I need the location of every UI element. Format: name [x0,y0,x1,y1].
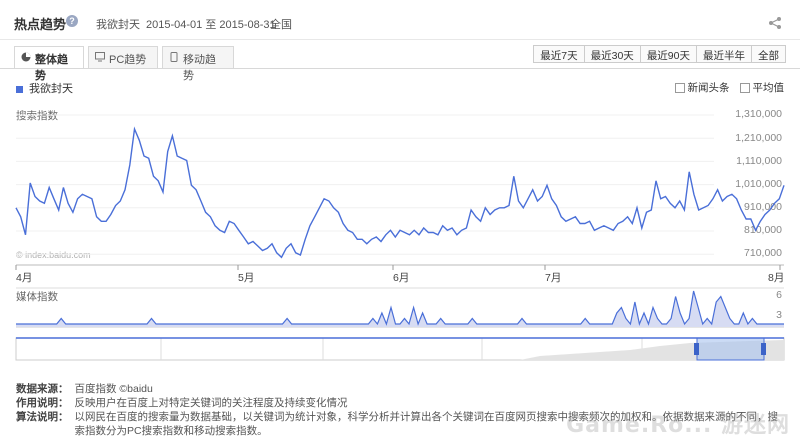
note-key: 数据来源： [16,383,69,395]
news-headline-checkbox[interactable]: 新闻头条 [674,80,730,95]
monitor-icon [95,52,105,62]
help-icon[interactable]: ? [66,15,78,27]
header-bar: 热点趋势 ? 我欲封天 2015-04-01 至 2015-08-31 全国 [0,0,800,40]
pie-chart-icon [21,52,31,62]
checkbox-label: 平均值 [752,82,785,94]
note-key: 作用说明： [16,397,69,409]
tab-label: 整体趋势 [35,54,68,82]
page-title: 热点趋势 [14,17,67,32]
overview-right-handle [761,343,766,355]
note-key: 算法说明： [16,411,69,423]
media-index-area [16,291,784,327]
y-tick-label: 1,310,000 [735,108,782,120]
tab-label: PC趋势 [109,54,147,66]
chart-options: 新闻头条 平均值 [674,80,785,95]
tab-pc[interactable]: PC趋势 [88,46,158,68]
tab-divider [0,68,800,69]
y-tick-label: 910,000 [744,201,782,213]
x-tick-label: 7月 [545,272,562,284]
note-row: 作用说明： 反映用户在百度上对特定关键词的关注程度及持续变化情况 [16,396,786,410]
chart-watermark: © index.baidu.com [16,250,91,260]
note-value: 以网民在百度的搜索量为数据基础，以关键词为统计对象，科学分析并计算出各个关键词在… [74,411,779,437]
notes-section: 数据来源： 百度指数 ©baidu 作用说明： 反映用户在百度上对特定关键词的关注程… [16,382,786,438]
tab-mobile[interactable]: 移动趋势 [162,46,234,82]
overview-left-handle [694,343,699,355]
y-tick-label: 1,110,000 [736,155,782,167]
site-watermark: Game.Ro... 游迷网 [566,413,790,438]
overview-selection-window [696,337,765,361]
media-y-tick-label: 6 [776,289,782,301]
region-label: 全国 [270,19,292,31]
range-selector: 最近7天 最近30天 最近90天 最近半年 全部 [533,45,786,63]
range-half-year-button[interactable]: 最近半年 [696,45,752,63]
media-y-tick-label: 3 [776,309,782,321]
range-90d-button[interactable]: 最近90天 [639,45,697,63]
range-30d-button[interactable]: 最近30天 [583,45,641,63]
x-tick-label: 8月 [768,272,785,284]
chart-legend[interactable]: 我欲封天 [16,80,73,96]
trend-chart[interactable] [0,0,800,380]
legend-series-name: 我欲封天 [29,83,73,95]
search-index-axis-label: 搜索指数 [16,110,58,122]
note-row: 算法说明： 以网民在百度的搜索量为数据基础，以关键词为统计对象，科学分析并计算出各… [16,410,786,438]
tab-label: 移动趋势 [183,54,216,82]
y-tick-label: 1,010,000 [735,178,782,190]
tab-overall[interactable]: 整体趋势 [14,46,84,82]
media-index-line [16,290,784,327]
note-value: 反映用户在百度上对特定关键词的关注程度及持续变化情况 [74,397,348,409]
x-tick-label: 4月 [16,272,33,284]
mobile-icon [170,52,178,62]
x-tick-label: 6月 [393,272,410,284]
note-value: 百度指数 ©baidu [74,383,153,395]
date-range-label: 2015-04-01 至 2015-08-31 [146,19,276,31]
x-tick-label: 5月 [238,272,255,284]
keyword-label: 我欲封天 [96,19,140,31]
range-all-button[interactable]: 全部 [751,45,786,63]
media-index-axis-label: 媒体指数 [16,291,58,303]
share-icon[interactable] [768,16,782,30]
average-checkbox[interactable]: 平均值 [739,80,785,95]
y-tick-label: 1,210,000 [735,132,782,144]
note-row: 数据来源： 百度指数 ©baidu [16,382,786,396]
checkbox-label: 新闻头条 [687,82,730,94]
legend-swatch [16,85,23,93]
y-tick-label: 710,000 [744,247,782,259]
search-index-line [15,126,785,259]
